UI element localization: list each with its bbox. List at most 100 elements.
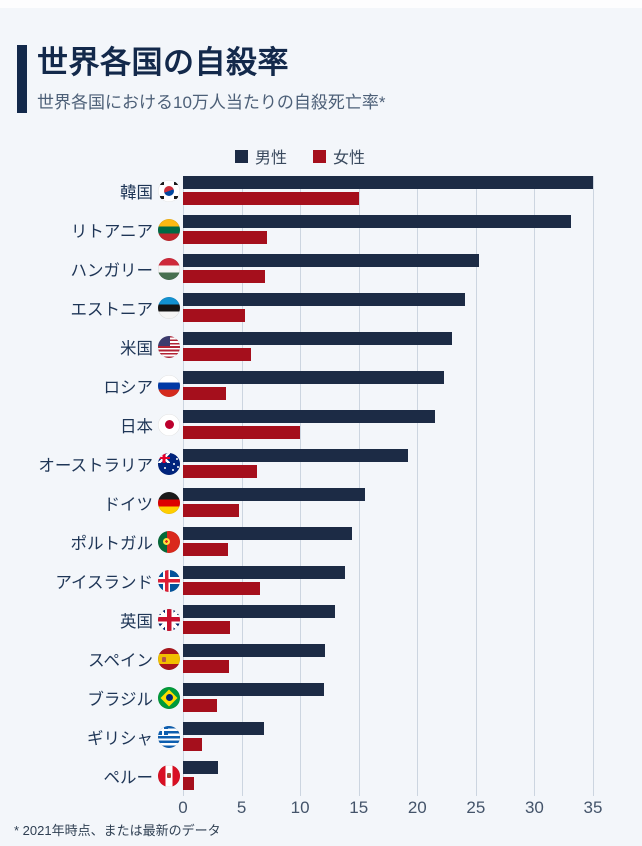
page-title: 世界各国の自殺率 — [37, 45, 289, 80]
flag-gr-icon — [158, 725, 180, 748]
male-bar — [183, 254, 480, 267]
bar-group — [183, 605, 642, 644]
bar-group — [183, 644, 642, 683]
legend-item-male: 男性 — [234, 144, 287, 168]
country-label: ブラジル — [87, 690, 153, 709]
male-bar — [183, 371, 445, 384]
country-label: ギリシャ — [87, 729, 153, 748]
country-row: 日本 — [0, 410, 642, 449]
flag-jp-icon — [158, 413, 180, 436]
country-row: オーストラリア — [0, 449, 642, 488]
country-label-cell: 米国 — [0, 332, 183, 361]
male-swatch-icon — [234, 149, 248, 163]
country-row: ブラジル — [0, 683, 642, 722]
female-bar — [183, 621, 230, 634]
country-label-cell: 英国 — [0, 605, 183, 634]
male-bar — [183, 527, 352, 540]
bar-group — [183, 527, 642, 566]
flag-pt-icon — [158, 530, 180, 553]
x-tick-35: 35 — [583, 798, 603, 817]
country-label-cell: 韓国 — [0, 176, 183, 205]
footnote: * 2021年時点、または最新のデータ — [14, 823, 221, 838]
bar-group — [183, 449, 642, 488]
male-bar — [183, 410, 435, 423]
flag-pe-icon — [158, 764, 180, 787]
female-swatch-icon — [313, 149, 326, 163]
female-bar — [183, 660, 229, 673]
male-bar — [183, 566, 345, 579]
country-row: ポルトガル — [0, 527, 642, 566]
male-bar — [183, 605, 336, 618]
female-legend-label: 女性 — [333, 150, 366, 167]
country-label-cell: リトアニア — [0, 215, 183, 244]
female-bar — [183, 543, 228, 556]
country-label: 日本 — [120, 417, 153, 436]
bar-group — [183, 371, 642, 410]
country-label: ロシア — [103, 378, 154, 397]
female-bar — [183, 465, 257, 478]
chart-rows: 韓国リトアニアハンガリーエストニア米国ロシア日本オーストラリアドイツポルトガルア… — [0, 176, 642, 800]
gridline-35 — [593, 176, 594, 796]
gridline-0 — [183, 176, 184, 796]
country-row: スペイン — [0, 644, 642, 683]
female-bar — [183, 582, 261, 595]
country-label: ペルー — [103, 768, 154, 787]
flag-gb-icon — [158, 608, 180, 631]
male-bar — [183, 722, 264, 735]
female-bar — [183, 777, 194, 790]
female-bar — [183, 192, 359, 205]
bar-group — [183, 683, 642, 722]
bar-group — [183, 566, 642, 605]
country-row: 英国 — [0, 605, 642, 644]
flag-kr-icon — [158, 179, 180, 202]
female-bar — [183, 699, 217, 712]
x-tick-30: 30 — [524, 798, 544, 817]
x-tick-5: 5 — [236, 798, 247, 817]
male-bar — [183, 683, 324, 696]
male-bar — [183, 644, 325, 657]
country-label-cell: ロシア — [0, 371, 183, 400]
x-tick-25: 25 — [466, 798, 486, 817]
male-bar — [183, 215, 571, 228]
female-bar — [183, 309, 246, 322]
bar-group — [183, 722, 642, 761]
bar-group — [183, 410, 642, 449]
male-bar — [183, 761, 219, 774]
title-accent-bar — [17, 45, 27, 113]
gridlines — [183, 176, 642, 796]
male-bar — [183, 332, 453, 345]
top-strip — [0, 0, 642, 8]
flag-is-icon — [158, 569, 180, 592]
gridline-30 — [534, 176, 536, 796]
x-tick-15: 15 — [349, 798, 369, 817]
country-label-cell: ペルー — [0, 761, 183, 790]
country-label-cell: エストニア — [0, 293, 183, 322]
male-bar — [183, 449, 408, 462]
country-label-cell: ギリシャ — [0, 722, 183, 751]
flag-ru-icon — [158, 374, 180, 397]
country-label-cell: ブラジル — [0, 683, 183, 712]
country-row: ドイツ — [0, 488, 642, 527]
female-bar — [183, 231, 268, 244]
country-label: スペイン — [88, 651, 153, 670]
country-label: ドイツ — [103, 495, 154, 514]
female-bar — [183, 387, 227, 400]
country-label: アイスランド — [55, 573, 153, 592]
country-row: リトアニア — [0, 215, 642, 254]
page-subtitle: 世界各国における10万人当たりの自殺死亡率* — [37, 92, 386, 112]
flag-ee-icon — [158, 296, 180, 319]
country-row: 韓国 — [0, 176, 642, 215]
country-label-cell: ドイツ — [0, 488, 183, 517]
country-row: ギリシャ — [0, 722, 642, 761]
country-label-cell: ハンガリー — [0, 254, 183, 283]
flag-hu-icon — [158, 257, 180, 280]
bar-chart: 韓国リトアニアハンガリーエストニア米国ロシア日本オーストラリアドイツポルトガルア… — [0, 176, 642, 817]
country-label-cell: オーストラリア — [0, 449, 183, 478]
gridline-10 — [300, 176, 302, 796]
country-row: エストニア — [0, 293, 642, 332]
country-label: オーストラリア — [38, 456, 153, 475]
bar-group — [183, 176, 642, 215]
flag-au-icon — [158, 452, 180, 475]
flag-de-icon — [158, 491, 180, 514]
header-text: 世界各国の自殺率 世界各国における10万人当たりの自殺死亡率* — [37, 45, 386, 113]
